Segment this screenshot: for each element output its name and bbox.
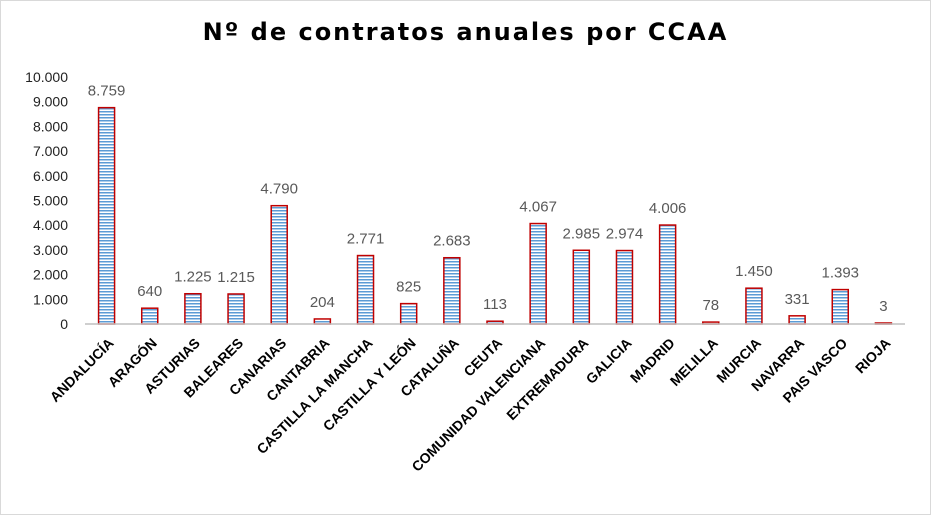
data-label: 4.790 xyxy=(260,181,298,198)
bar xyxy=(529,222,547,325)
data-label: 113 xyxy=(483,296,507,313)
bar xyxy=(227,293,245,325)
y-tick-label: 8.000 xyxy=(33,118,68,134)
y-tick-label: 6.000 xyxy=(33,168,68,184)
data-label: 1.225 xyxy=(174,269,212,286)
y-tick-label: 5.000 xyxy=(33,193,68,209)
bar xyxy=(399,302,418,325)
bar xyxy=(184,292,202,325)
y-tick-label: 0 xyxy=(60,316,68,332)
y-tick-label: 2.000 xyxy=(33,267,68,283)
y-tick-label: 7.000 xyxy=(33,143,68,159)
data-label: 3 xyxy=(879,298,887,315)
data-label: 2.985 xyxy=(563,225,601,242)
x-tick-label: MELILLA xyxy=(667,335,721,389)
bar xyxy=(615,249,634,325)
data-label: 2.771 xyxy=(347,231,385,248)
bar xyxy=(313,318,332,325)
y-axis: 0 1.000 2.000 3.000 4.000 5.000 6.000 7.000 8.00… xyxy=(25,69,68,332)
x-tick-label: EXTREMADURA xyxy=(503,335,591,423)
y-tick-label: 3.000 xyxy=(33,242,68,258)
bar xyxy=(97,106,116,325)
bars xyxy=(97,106,893,325)
y-tick-label: 1.000 xyxy=(33,291,68,307)
bar xyxy=(745,287,763,325)
data-label: 4.006 xyxy=(649,200,687,217)
data-label: 78 xyxy=(702,297,719,314)
bar xyxy=(270,204,288,325)
data-label: 2.974 xyxy=(606,226,644,243)
y-tick-label: 10.000 xyxy=(25,69,68,85)
x-tick-label: GALICIA xyxy=(583,335,635,387)
data-label: 331 xyxy=(785,291,810,308)
data-label: 1.215 xyxy=(217,269,255,286)
data-labels: 8.759 640 1.225 1.215 4.790 204 2.771 825 2.683 1… xyxy=(88,83,888,315)
bar xyxy=(658,224,677,325)
data-label: 204 xyxy=(310,294,335,311)
y-tick-label: 4.000 xyxy=(33,217,68,233)
x-axis: ANDALUCÍAARAGÓNASTURIASBALEARESCANARIASC… xyxy=(47,323,905,475)
data-label: 1.393 xyxy=(821,265,859,282)
y-tick-label: 9.000 xyxy=(33,94,68,110)
data-label: 8.759 xyxy=(88,83,126,100)
data-label: 1.450 xyxy=(735,263,773,280)
bar xyxy=(140,307,159,325)
bar xyxy=(831,288,850,325)
bar xyxy=(356,254,375,325)
x-tick-label: ANDALUCÍA xyxy=(47,335,117,405)
data-label: 4.067 xyxy=(519,199,557,216)
data-label: 640 xyxy=(137,283,162,300)
x-tick-label: RIOJA xyxy=(852,335,894,377)
data-label: 2.683 xyxy=(433,233,471,250)
bar xyxy=(788,315,806,325)
data-label: 825 xyxy=(396,279,421,296)
bar xyxy=(443,256,461,325)
chart-title: Nº de contratos anuales por CCAA xyxy=(202,18,729,46)
bar xyxy=(572,249,591,325)
